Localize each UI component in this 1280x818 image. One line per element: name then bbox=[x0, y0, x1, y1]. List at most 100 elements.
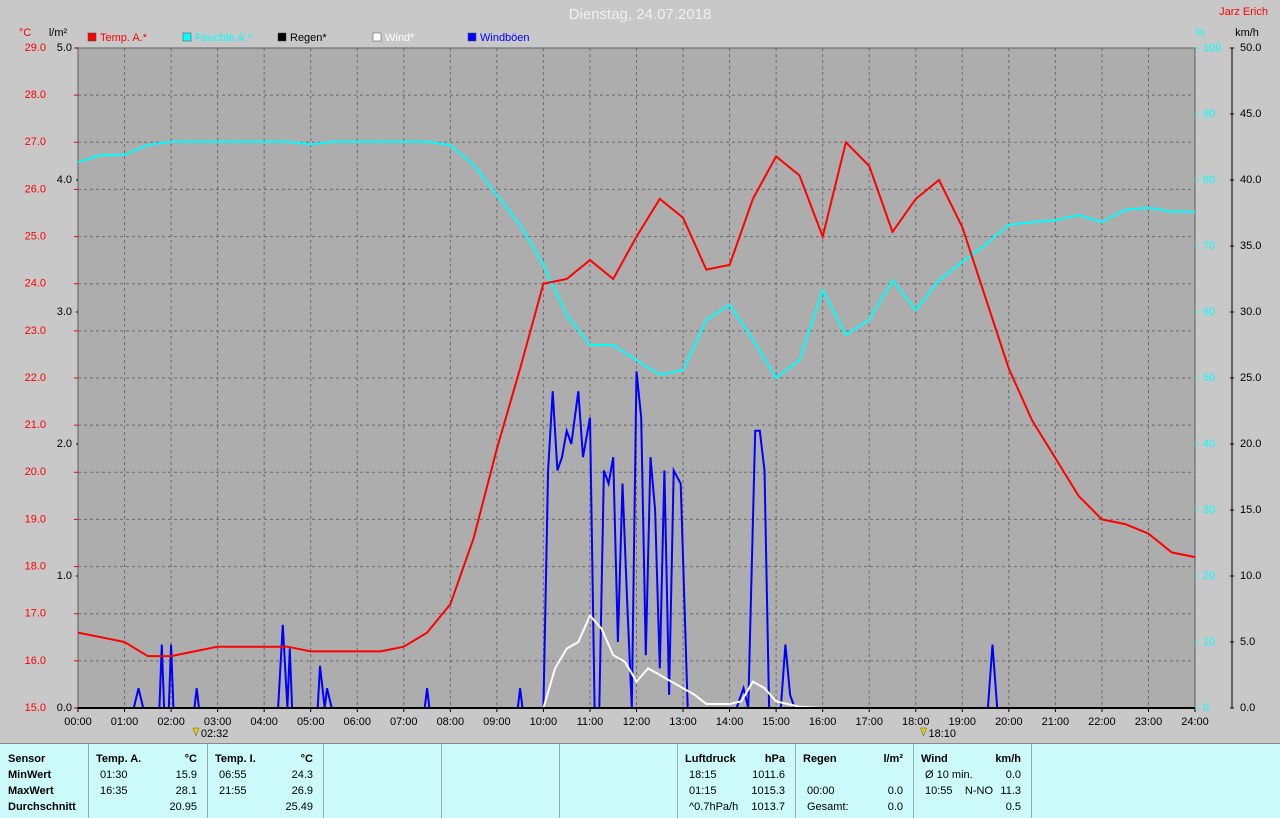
y-tick-label: 50 bbox=[1203, 372, 1215, 384]
y-tick-label: 20.0 bbox=[25, 466, 46, 478]
legend-swatch bbox=[277, 32, 287, 42]
x-tick-label: 11:00 bbox=[577, 716, 604, 728]
column-title: Luftdruck bbox=[685, 753, 736, 765]
cell-label: 06:55 bbox=[219, 769, 247, 781]
cell-value: 0.0 bbox=[887, 801, 903, 813]
row-label: Durchschnitt bbox=[8, 801, 76, 813]
cell-label: 00:00 bbox=[807, 785, 835, 797]
legend-swatch bbox=[182, 32, 192, 42]
cell-label: 21:55 bbox=[219, 785, 247, 797]
y-tick-label: 60 bbox=[1203, 306, 1215, 318]
y-tick-label: 90 bbox=[1203, 108, 1215, 120]
statistics-table: Sensor MinWert MaxWert Durchschnitt Temp. A.… bbox=[0, 743, 1280, 818]
column-separator bbox=[559, 744, 560, 818]
legend-swatch bbox=[87, 32, 97, 42]
x-tick-label: 09:00 bbox=[483, 716, 511, 728]
axis-unit: °C bbox=[19, 27, 31, 39]
column-unit: °C bbox=[300, 753, 313, 765]
y-tick-label: 16.0 bbox=[25, 655, 46, 667]
y-tick-label: 80 bbox=[1203, 174, 1215, 186]
x-tick-label: 03:00 bbox=[204, 716, 232, 728]
column-separator bbox=[207, 744, 208, 818]
x-tick-label: 19:00 bbox=[949, 716, 977, 728]
x-tick-label: 16:00 bbox=[809, 716, 837, 728]
x-tick-label: 02:00 bbox=[157, 716, 185, 728]
x-tick-label: 14:00 bbox=[716, 716, 744, 728]
y-tick-label: 2.0 bbox=[57, 438, 72, 450]
column-separator bbox=[441, 744, 442, 818]
y-tick-label: 17.0 bbox=[25, 608, 46, 620]
column-separator bbox=[88, 744, 89, 818]
row-label: MinWert bbox=[8, 769, 52, 781]
x-tick-label: 07:00 bbox=[390, 716, 418, 728]
legend-label: Feuchte A.* bbox=[195, 32, 253, 44]
cell-direction: N-NO bbox=[964, 785, 993, 797]
column-separator bbox=[795, 744, 796, 818]
column-title: Wind bbox=[921, 753, 948, 765]
cell-value: 15.9 bbox=[175, 769, 197, 781]
y-tick-label: 15.0 bbox=[25, 702, 46, 714]
column-separator bbox=[1031, 744, 1032, 818]
y-tick-label: 35.0 bbox=[1240, 240, 1261, 252]
legend-label: Regen* bbox=[290, 32, 327, 44]
y-tick-label: 30.0 bbox=[1240, 306, 1261, 318]
x-tick-label: 21:00 bbox=[1042, 716, 1070, 728]
cell-label: 10:55 bbox=[925, 785, 953, 797]
legend-label: Windböen bbox=[480, 32, 530, 44]
y-tick-label: 19.0 bbox=[25, 513, 46, 525]
x-tick-label: 15:00 bbox=[762, 716, 790, 728]
y-tick-label: 0 bbox=[1203, 702, 1209, 714]
column-separator bbox=[913, 744, 914, 818]
y-tick-label: 26.0 bbox=[25, 183, 46, 195]
y-tick-label: 24.0 bbox=[25, 278, 46, 290]
x-tick-label: 18:00 bbox=[902, 716, 930, 728]
x-tick-label: 23:00 bbox=[1135, 716, 1163, 728]
column-title: Regen bbox=[803, 753, 837, 765]
x-tick-label: 10:00 bbox=[530, 716, 558, 728]
cell-label: ^0.7hPa/h bbox=[689, 801, 739, 813]
x-tick-label: 13:00 bbox=[669, 716, 697, 728]
axis-unit: km/h bbox=[1235, 27, 1259, 39]
row-label: MaxWert bbox=[8, 785, 54, 797]
y-tick-label: 70 bbox=[1203, 240, 1215, 252]
author: Jarz Erich bbox=[1219, 6, 1268, 18]
y-tick-label: 4.0 bbox=[57, 174, 72, 186]
cell-label: Gesamt: bbox=[807, 801, 849, 813]
y-tick-label: 50.0 bbox=[1240, 42, 1261, 54]
x-tick-label: 24:00 bbox=[1181, 716, 1209, 728]
column-separator bbox=[323, 744, 324, 818]
cell-value: 0.5 bbox=[1005, 801, 1021, 813]
x-tick-label: 20:00 bbox=[995, 716, 1023, 728]
x-tick-label: 22:00 bbox=[1088, 716, 1116, 728]
legend-label: Temp. A.* bbox=[100, 32, 148, 44]
annotation-label: 18:10 bbox=[929, 728, 957, 740]
y-tick-label: 10.0 bbox=[1240, 570, 1261, 582]
y-tick-label: 30 bbox=[1203, 504, 1215, 516]
cell-value: 25.49 bbox=[285, 801, 313, 813]
column-title: Temp. I. bbox=[215, 753, 256, 765]
cell-label: 18:15 bbox=[689, 769, 717, 781]
y-tick-label: 20 bbox=[1203, 570, 1215, 582]
x-tick-label: 01:00 bbox=[111, 716, 139, 728]
y-tick-label: 28.0 bbox=[25, 89, 46, 101]
x-tick-label: 05:00 bbox=[297, 716, 325, 728]
x-tick-label: 12:00 bbox=[623, 716, 651, 728]
y-tick-label: 25.0 bbox=[25, 230, 46, 242]
y-tick-label: 1.0 bbox=[57, 570, 72, 582]
y-tick-label: 20.0 bbox=[1240, 438, 1261, 450]
y-tick-label: 29.0 bbox=[25, 42, 46, 54]
sun-marker bbox=[192, 727, 200, 737]
column-unit: hPa bbox=[764, 753, 785, 765]
y-tick-label: 25.0 bbox=[1240, 372, 1261, 384]
cell-value: 26.9 bbox=[291, 785, 313, 797]
legend-swatch bbox=[372, 32, 382, 42]
cell-label: Ø 10 min. bbox=[925, 769, 973, 781]
series-line bbox=[78, 613, 1195, 709]
column-unit: km/h bbox=[995, 753, 1021, 765]
cell-value: 1015.3 bbox=[751, 785, 785, 797]
series-line bbox=[77, 140, 1196, 658]
sun-marker bbox=[920, 727, 927, 737]
series-line bbox=[77, 140, 1195, 380]
y-tick-label: 0.0 bbox=[1240, 702, 1255, 714]
